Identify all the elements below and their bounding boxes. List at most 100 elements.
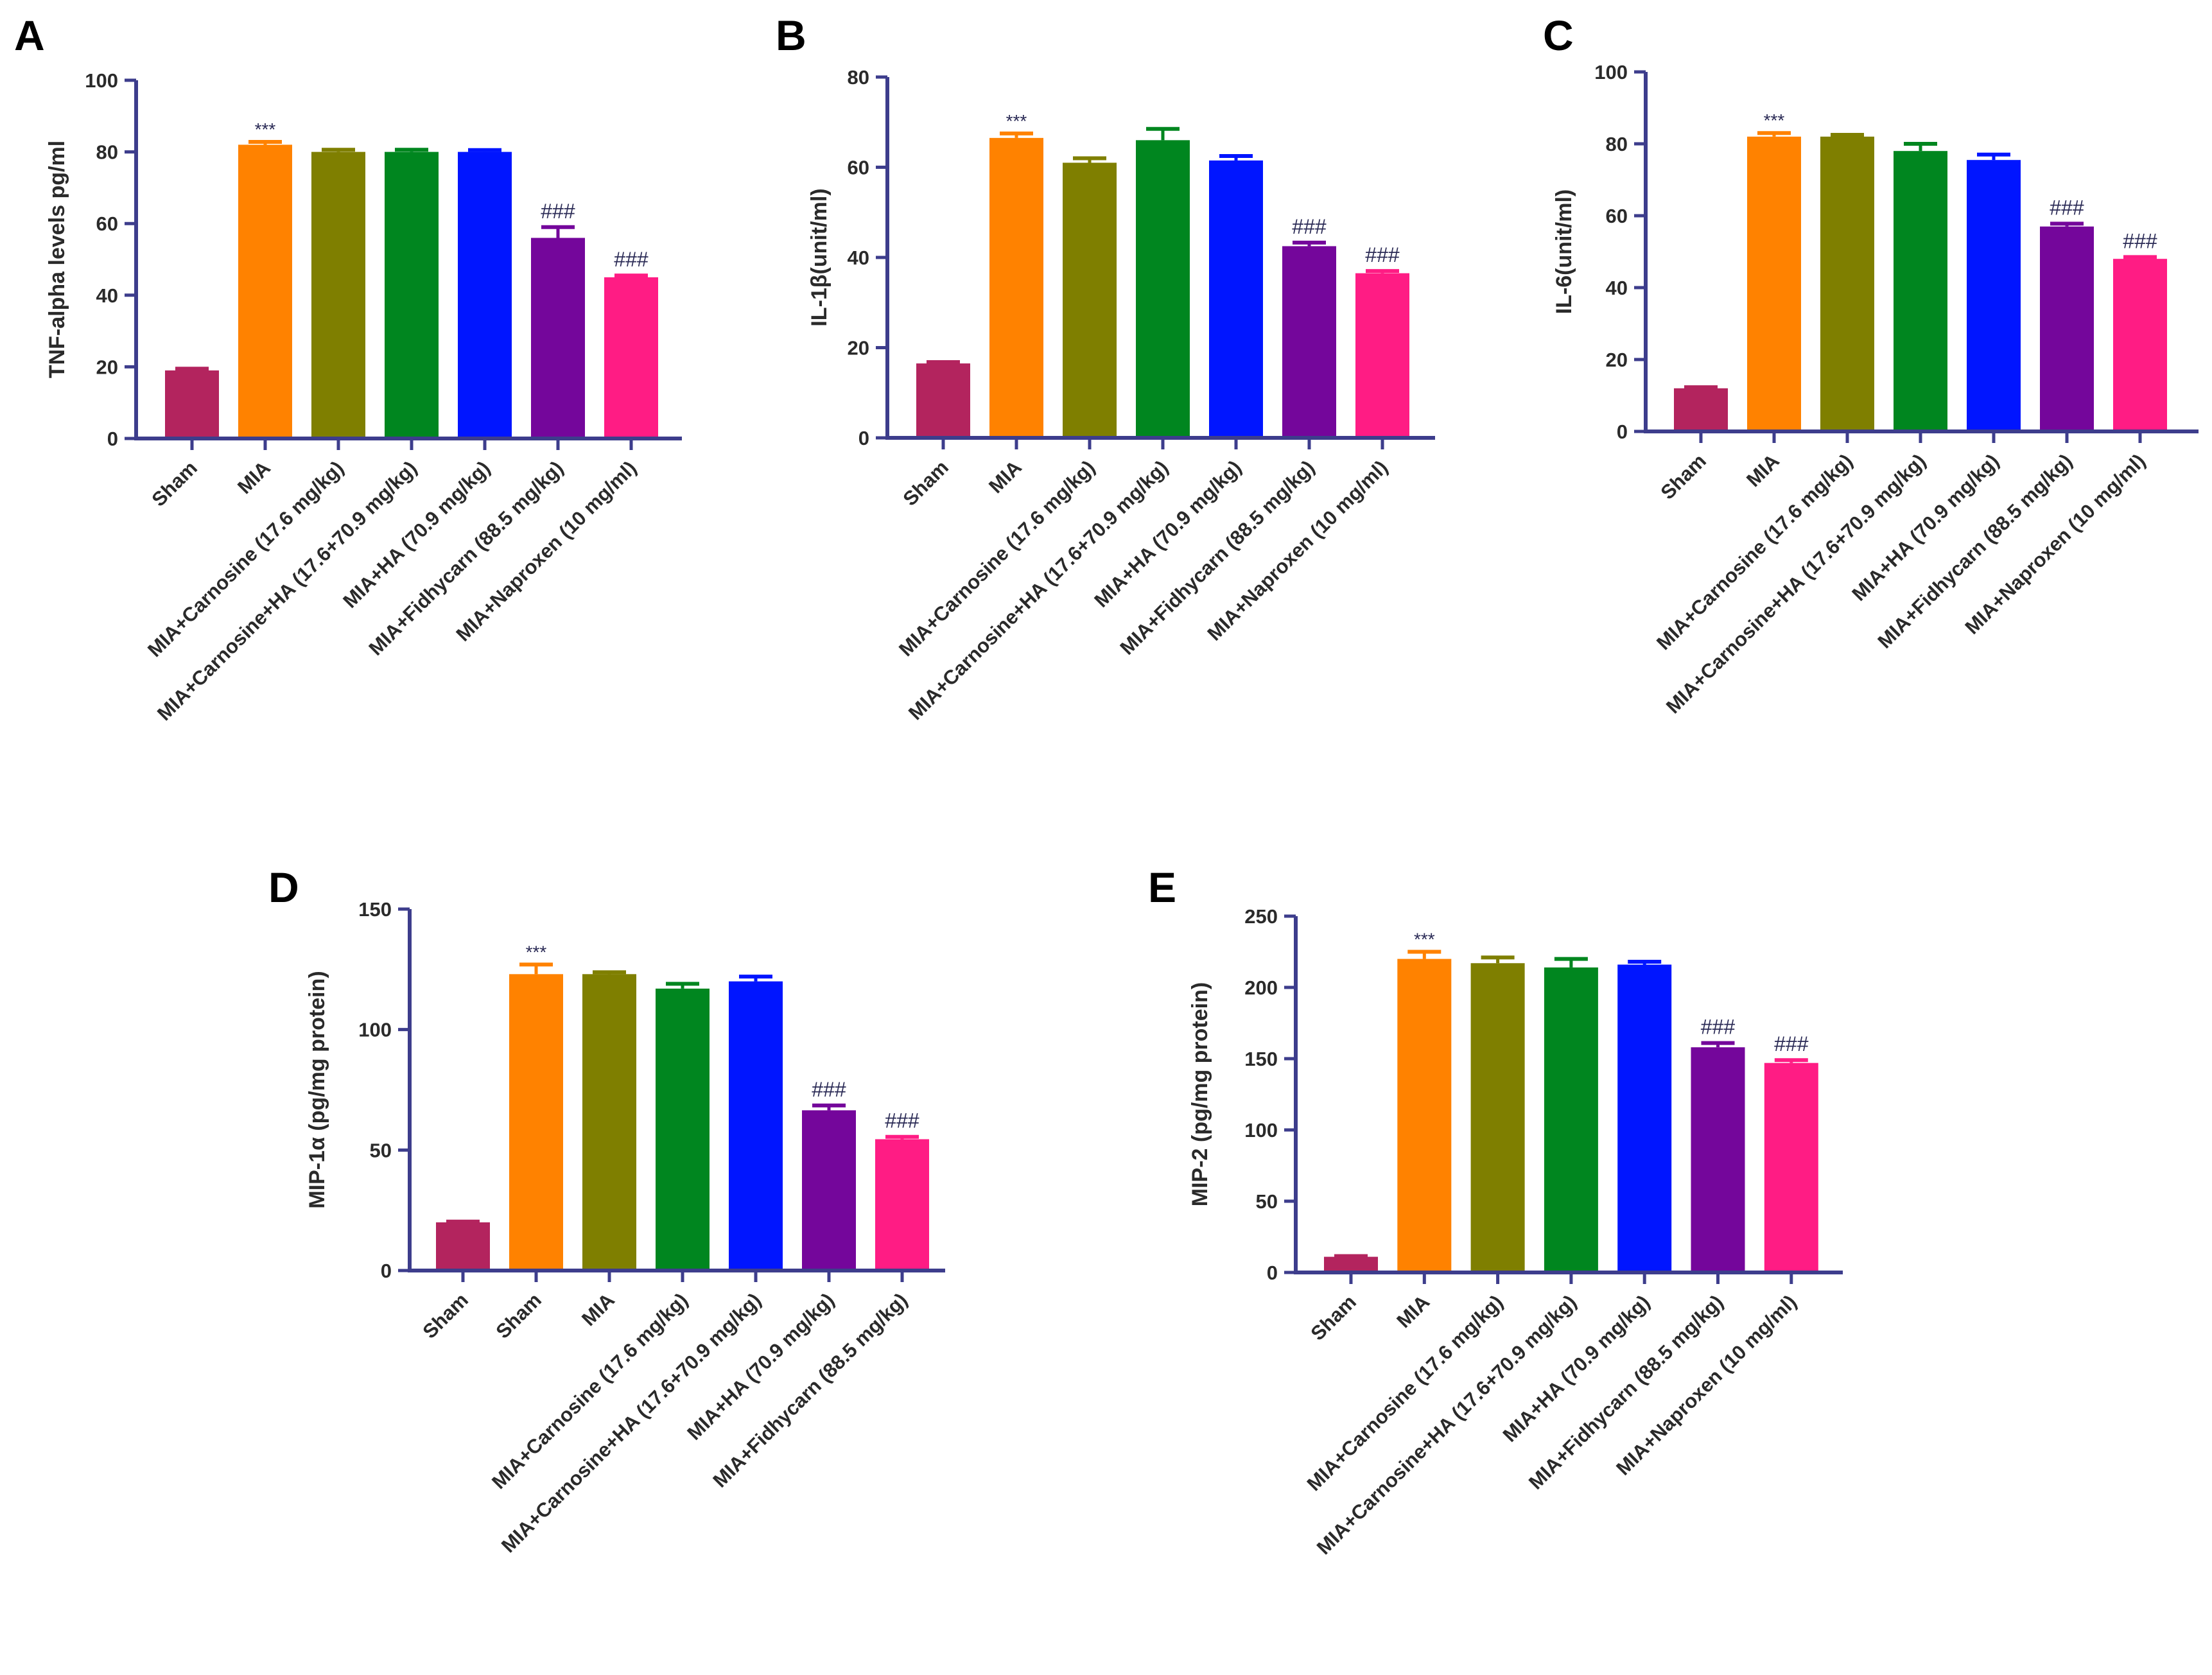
y-tick-label: 0	[1267, 1262, 1278, 1284]
significance-mark: ***	[1764, 110, 1785, 130]
category-label: MIA	[984, 456, 1026, 498]
bar	[989, 137, 1043, 438]
bar	[1747, 136, 1801, 432]
y-axis-label: MIP-1α (pg/mg protein)	[305, 971, 329, 1208]
bar	[582, 974, 636, 1271]
category-label: MIA+Carnosine+HA (17.6+70.9 mg/kg)	[1662, 449, 1930, 718]
category-label: Sham	[148, 456, 202, 510]
significance-mark: ***	[1006, 111, 1027, 131]
category-label: MIA+HA (70.9 mg/kg)	[1499, 1290, 1655, 1446]
category-label: MIA+HA (70.9 mg/kg)	[1847, 449, 2003, 605]
category-label: Sham	[419, 1289, 473, 1342]
panel-letter: E	[1148, 864, 1176, 911]
bar	[1967, 160, 2021, 431]
y-tick-label: 60	[848, 157, 869, 179]
y-tick-label: 80	[848, 66, 869, 89]
y-tick-label: 50	[370, 1139, 392, 1161]
y-tick-label: 200	[1244, 976, 1278, 999]
y-tick-label: 50	[1256, 1190, 1278, 1213]
bar	[1063, 162, 1117, 438]
panel-letter: A	[14, 12, 45, 59]
bar	[1820, 136, 1874, 432]
y-tick-label: 80	[96, 141, 118, 164]
bar	[656, 988, 710, 1271]
significance-mark: ###	[1292, 215, 1327, 238]
bar	[875, 1139, 929, 1271]
significance-mark: ***	[526, 942, 547, 962]
bar	[436, 1222, 490, 1271]
bar	[1136, 140, 1190, 438]
category-label: MIA	[233, 456, 275, 498]
y-tick-label: 20	[96, 356, 118, 378]
y-tick-label: 20	[1606, 349, 1628, 371]
panel-e: E MIP-2 (pg/mg protein) Sham *** MIAMIA+Carn…	[1148, 864, 1843, 1559]
bar	[458, 152, 512, 438]
bar	[1470, 963, 1525, 1272]
bar	[1691, 1047, 1745, 1272]
bar	[604, 277, 658, 438]
bar	[802, 1110, 856, 1271]
significance-mark: ###	[541, 200, 575, 223]
significance-mark: ***	[255, 119, 276, 139]
y-tick-label: 40	[848, 247, 869, 269]
y-tick-label: 40	[1606, 277, 1628, 299]
category-label: MIA	[1742, 449, 1784, 491]
y-tick-label: 100	[358, 1019, 392, 1041]
panel-letter: C	[1543, 12, 1574, 59]
significance-mark: ###	[2050, 196, 2084, 219]
category-label: MIA+HA (70.9 mg/kg)	[683, 1289, 839, 1445]
category-label: Sham	[899, 456, 953, 510]
y-tick-label: 0	[107, 428, 118, 450]
category-label: MIA+HA (70.9 mg/kg)	[338, 456, 494, 612]
bar	[1764, 1063, 1818, 1272]
bar	[2040, 226, 2094, 431]
category-label: MIA+Carnosine+HA (17.6+70.9 mg/kg)	[497, 1289, 765, 1557]
bar	[509, 974, 563, 1271]
category-label: MIA+HA (70.9 mg/kg)	[1090, 456, 1246, 612]
bar	[531, 238, 585, 438]
significance-mark: ###	[885, 1109, 919, 1133]
significance-mark: ###	[614, 248, 649, 271]
y-tick-label: 0	[381, 1260, 392, 1282]
bar	[2113, 259, 2167, 431]
panel-letter: B	[776, 12, 806, 59]
bar	[1355, 273, 1409, 438]
y-tick-label: 150	[1244, 1048, 1278, 1070]
category-label: Sham	[492, 1289, 546, 1342]
bar	[238, 144, 292, 438]
y-axis-label: IL-1β(unit/ml)	[807, 188, 832, 326]
significance-mark: ###	[2123, 229, 2157, 252]
bar	[385, 152, 439, 438]
y-axis-label: MIP-2 (pg/mg protein)	[1188, 982, 1212, 1206]
panel-a: A TNF-alpha levels pg/ml Sham *** MIAMIA+Car…	[14, 12, 682, 725]
bar	[1674, 388, 1728, 431]
significance-mark: ***	[1414, 930, 1435, 950]
bar	[1617, 964, 1672, 1272]
bar	[916, 363, 970, 438]
bar	[729, 981, 783, 1271]
y-tick-label: 20	[848, 337, 869, 360]
significance-mark: ###	[1701, 1016, 1736, 1039]
y-tick-label: 0	[1617, 421, 1628, 443]
bar	[1282, 246, 1336, 438]
y-tick-label: 100	[1244, 1119, 1278, 1141]
y-tick-label: 0	[858, 427, 869, 449]
y-tick-label: 150	[358, 898, 392, 921]
bar	[1544, 967, 1598, 1272]
bar	[1324, 1256, 1378, 1272]
bar	[165, 370, 219, 438]
y-tick-label: 40	[96, 284, 118, 307]
category-label: MIA	[1392, 1290, 1434, 1332]
y-tick-label: 100	[85, 69, 118, 92]
significance-mark: ###	[1774, 1032, 1809, 1055]
bar	[1894, 151, 1947, 431]
panel-letter: D	[268, 864, 299, 911]
category-label: Sham	[1657, 449, 1711, 503]
y-tick-label: 250	[1244, 905, 1278, 928]
category-label: MIA+Carnosine+HA (17.6+70.9 mg/kg)	[904, 456, 1172, 724]
y-axis-label: IL-6(unit/ml)	[1552, 189, 1576, 315]
bar	[1397, 959, 1452, 1272]
